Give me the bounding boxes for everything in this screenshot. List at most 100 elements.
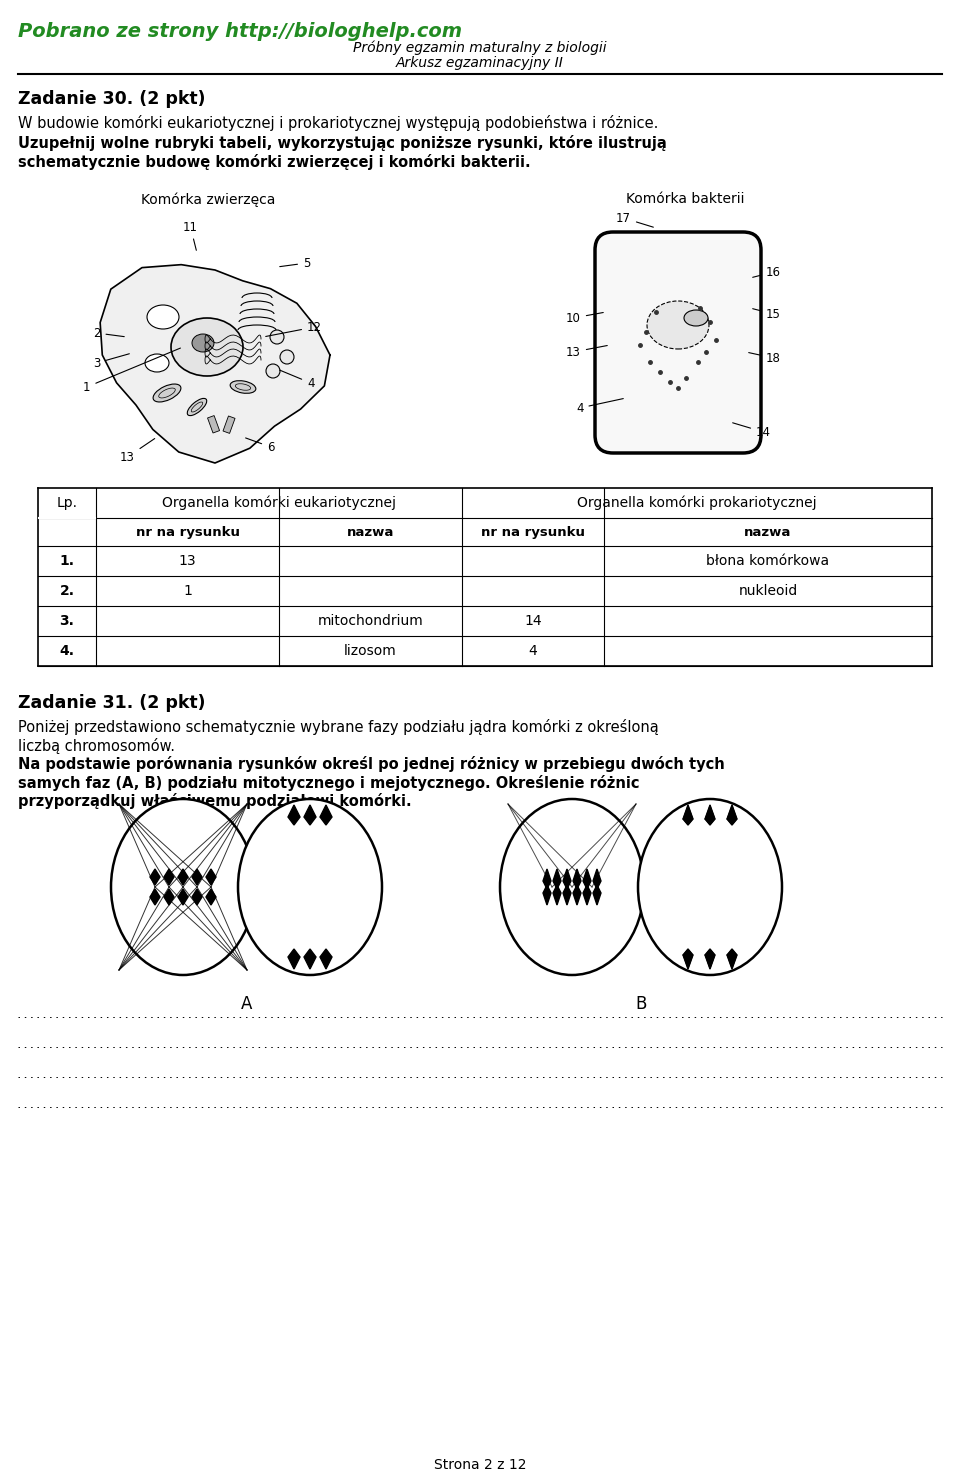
Text: Zadanie 30. (2 pkt): Zadanie 30. (2 pkt) — [18, 90, 205, 108]
Text: mitochondrium: mitochondrium — [318, 615, 423, 628]
Polygon shape — [593, 870, 601, 889]
Text: 2: 2 — [93, 327, 124, 339]
Text: nazwa: nazwa — [744, 526, 792, 538]
Circle shape — [266, 364, 280, 377]
Polygon shape — [727, 805, 737, 825]
Text: 18: 18 — [749, 351, 780, 364]
Polygon shape — [178, 889, 188, 905]
Text: 1.: 1. — [60, 554, 75, 567]
Text: 5: 5 — [279, 256, 310, 270]
Polygon shape — [320, 805, 332, 825]
Circle shape — [270, 330, 284, 343]
Polygon shape — [164, 889, 174, 905]
Text: 3: 3 — [93, 354, 130, 370]
Polygon shape — [573, 870, 581, 889]
Text: Lp.: Lp. — [57, 495, 78, 510]
Text: nr na rysunku: nr na rysunku — [481, 526, 585, 538]
Text: nazwa: nazwa — [347, 526, 395, 538]
Ellipse shape — [638, 799, 782, 974]
Text: Arkusz egzaminacyjny II: Arkusz egzaminacyjny II — [396, 56, 564, 69]
Ellipse shape — [684, 310, 708, 326]
Text: błona komórkowa: błona komórkowa — [707, 554, 829, 567]
Text: nr na rysunku: nr na rysunku — [135, 526, 239, 538]
Text: A: A — [241, 995, 252, 1013]
Polygon shape — [583, 870, 591, 889]
Ellipse shape — [145, 354, 169, 371]
Text: B: B — [636, 995, 647, 1013]
Bar — [207, 416, 220, 433]
Ellipse shape — [230, 380, 256, 394]
Text: 3.: 3. — [60, 615, 75, 628]
Text: 16: 16 — [753, 265, 781, 279]
Text: 1: 1 — [183, 584, 192, 598]
Ellipse shape — [500, 799, 644, 974]
Text: Próbny egzamin maturalny z biologii: Próbny egzamin maturalny z biologii — [353, 40, 607, 55]
Text: 14: 14 — [524, 615, 541, 628]
Ellipse shape — [147, 305, 179, 329]
Text: 17: 17 — [616, 211, 654, 227]
Polygon shape — [543, 870, 551, 889]
Polygon shape — [683, 949, 693, 968]
Text: Komórka bakterii: Komórka bakterii — [626, 192, 744, 206]
Ellipse shape — [192, 335, 214, 352]
Polygon shape — [563, 884, 571, 905]
Circle shape — [280, 349, 294, 364]
Polygon shape — [100, 265, 330, 463]
Polygon shape — [206, 870, 216, 884]
Ellipse shape — [238, 799, 382, 974]
Polygon shape — [150, 870, 160, 884]
Text: Zadanie 31. (2 pkt): Zadanie 31. (2 pkt) — [18, 694, 205, 712]
Polygon shape — [304, 805, 316, 825]
Ellipse shape — [171, 318, 243, 376]
Ellipse shape — [187, 398, 206, 416]
Text: Poniżej przedstawiono schematycznie wybrane fazy podziału jądra komórki z określ: Poniżej przedstawiono schematycznie wybr… — [18, 719, 659, 753]
Ellipse shape — [647, 301, 709, 349]
Polygon shape — [543, 884, 551, 905]
Polygon shape — [192, 889, 202, 905]
Polygon shape — [583, 884, 591, 905]
Text: Uzupełnij wolne rubryki tabeli, wykorzystując poniższe rysunki, które ilustrują
: Uzupełnij wolne rubryki tabeli, wykorzys… — [18, 136, 667, 170]
Text: Pobrano ze strony http://biologhelp.com: Pobrano ze strony http://biologhelp.com — [18, 22, 462, 41]
Text: lizosom: lizosom — [344, 644, 396, 657]
Text: Strona 2 z 12: Strona 2 z 12 — [434, 1458, 526, 1473]
Text: W budowie komórki eukariotycznej i prokariotycznej występują podobieństwa i różn: W budowie komórki eukariotycznej i proka… — [18, 115, 659, 131]
Polygon shape — [563, 870, 571, 889]
Text: nukleoid: nukleoid — [738, 584, 798, 598]
Text: 2.: 2. — [60, 584, 75, 598]
Text: Komórka zwierzęca: Komórka zwierzęca — [141, 192, 276, 206]
Text: 4.: 4. — [60, 644, 75, 657]
Text: 13: 13 — [179, 554, 196, 567]
Polygon shape — [192, 870, 202, 884]
Text: 13: 13 — [566, 345, 608, 358]
Text: 14: 14 — [732, 423, 771, 438]
Text: 15: 15 — [753, 308, 780, 320]
Text: 4: 4 — [279, 370, 315, 389]
Polygon shape — [553, 870, 561, 889]
Polygon shape — [573, 884, 581, 905]
Polygon shape — [304, 949, 316, 968]
FancyBboxPatch shape — [595, 231, 761, 453]
Ellipse shape — [153, 385, 180, 402]
Polygon shape — [320, 949, 332, 968]
Polygon shape — [288, 949, 300, 968]
Text: Na podstawie porównania rysunków określ po jednej różnicy w przebiegu dwóch tych: Na podstawie porównania rysunków określ … — [18, 756, 725, 809]
Text: 13: 13 — [120, 439, 155, 463]
Bar — [223, 416, 235, 433]
Polygon shape — [164, 870, 174, 884]
Polygon shape — [593, 884, 601, 905]
Polygon shape — [705, 949, 715, 968]
Polygon shape — [727, 949, 737, 968]
Text: 10: 10 — [566, 311, 603, 324]
Polygon shape — [150, 889, 160, 905]
Text: 11: 11 — [183, 221, 198, 251]
Polygon shape — [683, 805, 693, 825]
Polygon shape — [178, 870, 188, 884]
Text: 4: 4 — [529, 644, 538, 657]
Text: 12: 12 — [266, 320, 322, 336]
Polygon shape — [206, 889, 216, 905]
Text: 4: 4 — [576, 398, 623, 414]
Polygon shape — [288, 805, 300, 825]
Ellipse shape — [111, 799, 255, 974]
Polygon shape — [705, 805, 715, 825]
Text: Organella komórki eukariotycznej: Organella komórki eukariotycznej — [162, 495, 396, 510]
